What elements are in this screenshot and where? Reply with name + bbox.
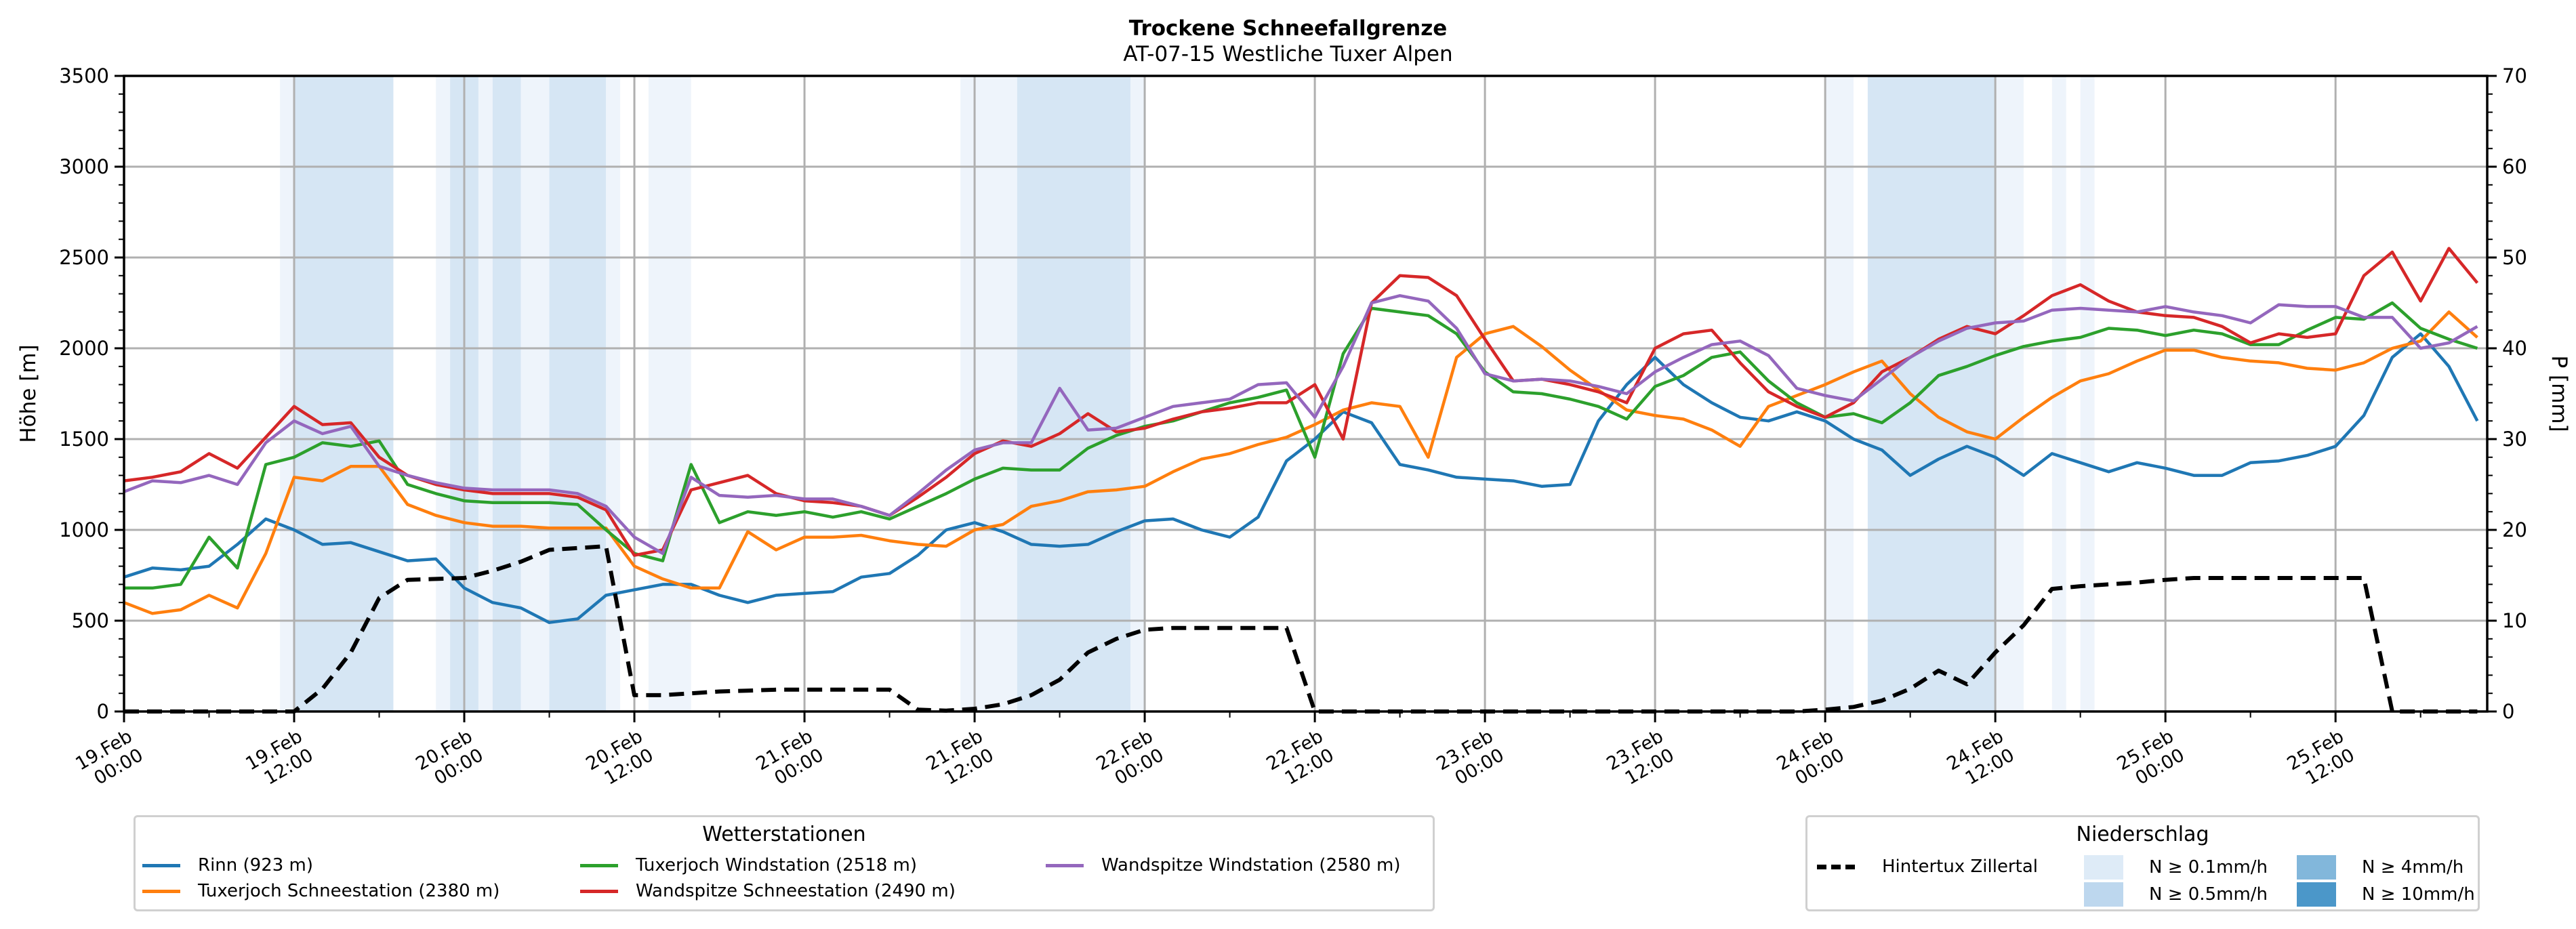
legend-label: Wandspitze Windstation (2580 m)	[1101, 855, 1401, 875]
precip-band	[294, 76, 394, 711]
legend-label: N ≥ 0.5mm/h	[2149, 884, 2268, 905]
y2-tick-label: 50	[2502, 246, 2527, 269]
precip-band	[960, 76, 1017, 711]
axes: 0 500 1000 1500 2000 2500 3000 3500 0 10 20 30 40 50 6…	[59, 64, 2527, 789]
legend-swatch	[142, 863, 180, 867]
legend-label: Tuxerjoch Windstation (2518 m)	[636, 855, 917, 875]
legend-stations: Wetterstationen Rinn (923 m) Tuxerjoch S…	[134, 815, 1435, 911]
precip-band	[606, 76, 621, 711]
y2-axis-label: P [mm]	[2547, 355, 2571, 432]
y2-tick-label: 30	[2502, 428, 2527, 451]
y2-tick-label: 70	[2502, 64, 2527, 87]
precip-band	[1130, 76, 1145, 711]
y-tick-label: 0	[97, 700, 109, 723]
series-lines	[123, 247, 2479, 714]
precip-band	[520, 76, 550, 711]
chart-subtitle: AT-07-15 Westliche Tuxer Alpen	[1123, 42, 1453, 66]
legend-stations-title: Wetterstationen	[702, 823, 866, 846]
precip-band	[648, 76, 691, 711]
series-line-tuxerjoch	[124, 301, 2478, 590]
precip-band	[492, 76, 521, 711]
precip-band	[1867, 76, 1996, 711]
precip-band	[1995, 76, 2024, 711]
legend-swatch	[142, 889, 180, 893]
precip-band	[478, 76, 493, 711]
series-line-rinn	[123, 332, 2479, 624]
legend-swatch	[580, 889, 618, 893]
legend-item-n05: N ≥ 0.5mm/h	[2084, 882, 2268, 907]
precip-band	[1825, 76, 1854, 711]
legend-label: N ≥ 10mm/h	[2362, 884, 2475, 905]
legend-patch	[2084, 855, 2123, 880]
legend-patch	[2297, 855, 2336, 880]
legend-item-n4: N ≥ 4mm/h	[2297, 855, 2463, 880]
y-tick-label: 2000	[59, 337, 109, 360]
y2-tick-label: 0	[2502, 700, 2514, 723]
precip-band	[436, 76, 451, 711]
y-tick-label: 3000	[59, 155, 109, 178]
legend-item-wandspitze-wind: Wandspitze Windstation (2580 m)	[1046, 855, 1400, 875]
legend-dash-swatch	[1817, 864, 1855, 869]
y-tick-label: 2500	[59, 246, 109, 269]
legend-label: Wandspitze Schneestation (2490 m)	[636, 881, 956, 901]
y-axis-label: Höhe [m]	[16, 344, 41, 442]
y-tick-label: 1500	[59, 428, 109, 451]
legend-precip-title: Niederschlag	[2076, 823, 2209, 846]
legend-item-wandspitze-schnee: Wandspitze Schneestation (2490 m)	[580, 881, 956, 901]
legend-item-tuxerjoch-schnee: Tuxerjoch Schneestation (2380 m)	[142, 881, 499, 901]
chart-title: Trockene Schneefallgrenze	[1128, 16, 1448, 41]
y-tick-label: 500	[72, 609, 109, 632]
y-tick-label: 3500	[59, 64, 109, 87]
legend-label: N ≥ 0.1mm/h	[2149, 857, 2268, 878]
legend-label: Tuxerjoch Schneestation (2380 m)	[198, 881, 500, 901]
series-line-wandspitze	[123, 294, 2478, 556]
legend-precip: Niederschlag Hintertux Zillertal N ≥ 0.1…	[1805, 815, 2480, 911]
precip-band	[2080, 76, 2095, 711]
series-line-hintertux	[124, 544, 2478, 714]
legend-patch	[2084, 882, 2123, 907]
legend-item-n10: N ≥ 10mm/h	[2297, 882, 2475, 907]
legend-patch	[2297, 882, 2336, 907]
y2-tick-label: 40	[2502, 337, 2527, 360]
precip-band	[280, 76, 295, 711]
legend-swatch	[580, 863, 618, 867]
legend-label: Hintertux Zillertal	[1882, 856, 2038, 877]
series-line-wandspitze	[123, 247, 2479, 557]
legend-item-n01: N ≥ 0.1mm/h	[2084, 855, 2268, 880]
legend-label: N ≥ 4mm/h	[2362, 857, 2464, 878]
precip-band	[549, 76, 607, 711]
y2-tick-label: 60	[2502, 155, 2527, 178]
y2-tick-label: 10	[2502, 609, 2527, 632]
legend-swatch	[1046, 863, 1084, 867]
y-tick-label: 1000	[59, 518, 109, 541]
legend-item-hintertux: Hintertux Zillertal	[1817, 856, 2038, 877]
legend-item-tuxerjoch-wind: Tuxerjoch Windstation (2518 m)	[580, 855, 917, 875]
series-line-tuxerjoch	[123, 310, 2478, 615]
legend-label: Rinn (923 m)	[198, 855, 314, 875]
legend-item-rinn: Rinn (923 m)	[142, 855, 313, 875]
precip-band	[1017, 76, 1131, 711]
plot-frame	[123, 75, 2489, 713]
y2-tick-label: 20	[2502, 518, 2527, 541]
